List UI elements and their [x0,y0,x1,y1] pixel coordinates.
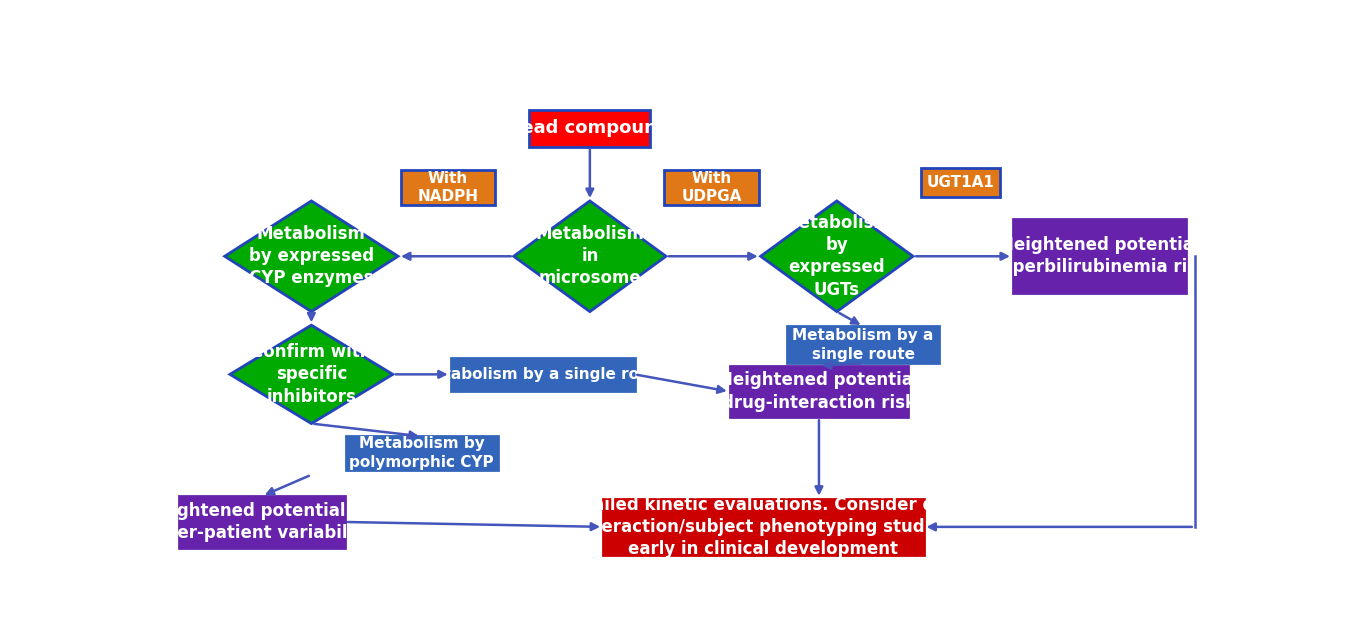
Text: Metabolism
by
expressed
UGTs: Metabolism by expressed UGTs [782,214,891,298]
FancyBboxPatch shape [664,170,759,204]
FancyBboxPatch shape [786,327,940,364]
Text: Lead compound: Lead compound [510,119,670,137]
Text: Confirm with
specific
inhibitors: Confirm with specific inhibitors [251,343,372,406]
Text: Heightened potential for
inter-patient variability: Heightened potential for inter-patient v… [146,502,378,542]
Text: Metabolism by a single route: Metabolism by a single route [418,367,667,382]
Text: With
NADPH: With NADPH [418,171,479,204]
Polygon shape [761,201,913,312]
FancyBboxPatch shape [179,496,344,548]
Text: Detailed kinetic evaluations. Consider drug
interaction/subject phenotyping stud: Detailed kinetic evaluations. Consider d… [560,496,967,558]
FancyBboxPatch shape [450,358,635,391]
Text: Heightened potential
drug-interaction risk: Heightened potential drug-interaction ri… [719,371,919,412]
FancyBboxPatch shape [401,170,495,204]
FancyBboxPatch shape [1013,219,1186,293]
Text: Metabolism by
polymorphic CYP: Metabolism by polymorphic CYP [350,436,494,470]
Text: Metabolism by a
single route: Metabolism by a single route [792,328,934,362]
Polygon shape [225,201,399,312]
Polygon shape [514,201,666,312]
FancyBboxPatch shape [603,498,923,555]
FancyBboxPatch shape [922,167,1001,197]
Text: UGT1A1: UGT1A1 [928,175,995,190]
Text: Heightened potential
hyperbilirubinemia risk: Heightened potential hyperbilirubinemia … [990,236,1208,277]
Polygon shape [231,325,393,424]
FancyBboxPatch shape [529,110,651,147]
FancyBboxPatch shape [730,366,909,417]
Text: Metabolism
by expressed
CYP enzymes: Metabolism by expressed CYP enzymes [248,225,374,288]
Text: Metabolism
in
microsome: Metabolism in microsome [536,225,644,288]
FancyBboxPatch shape [346,436,498,470]
Text: With
UDPGA: With UDPGA [682,171,742,204]
